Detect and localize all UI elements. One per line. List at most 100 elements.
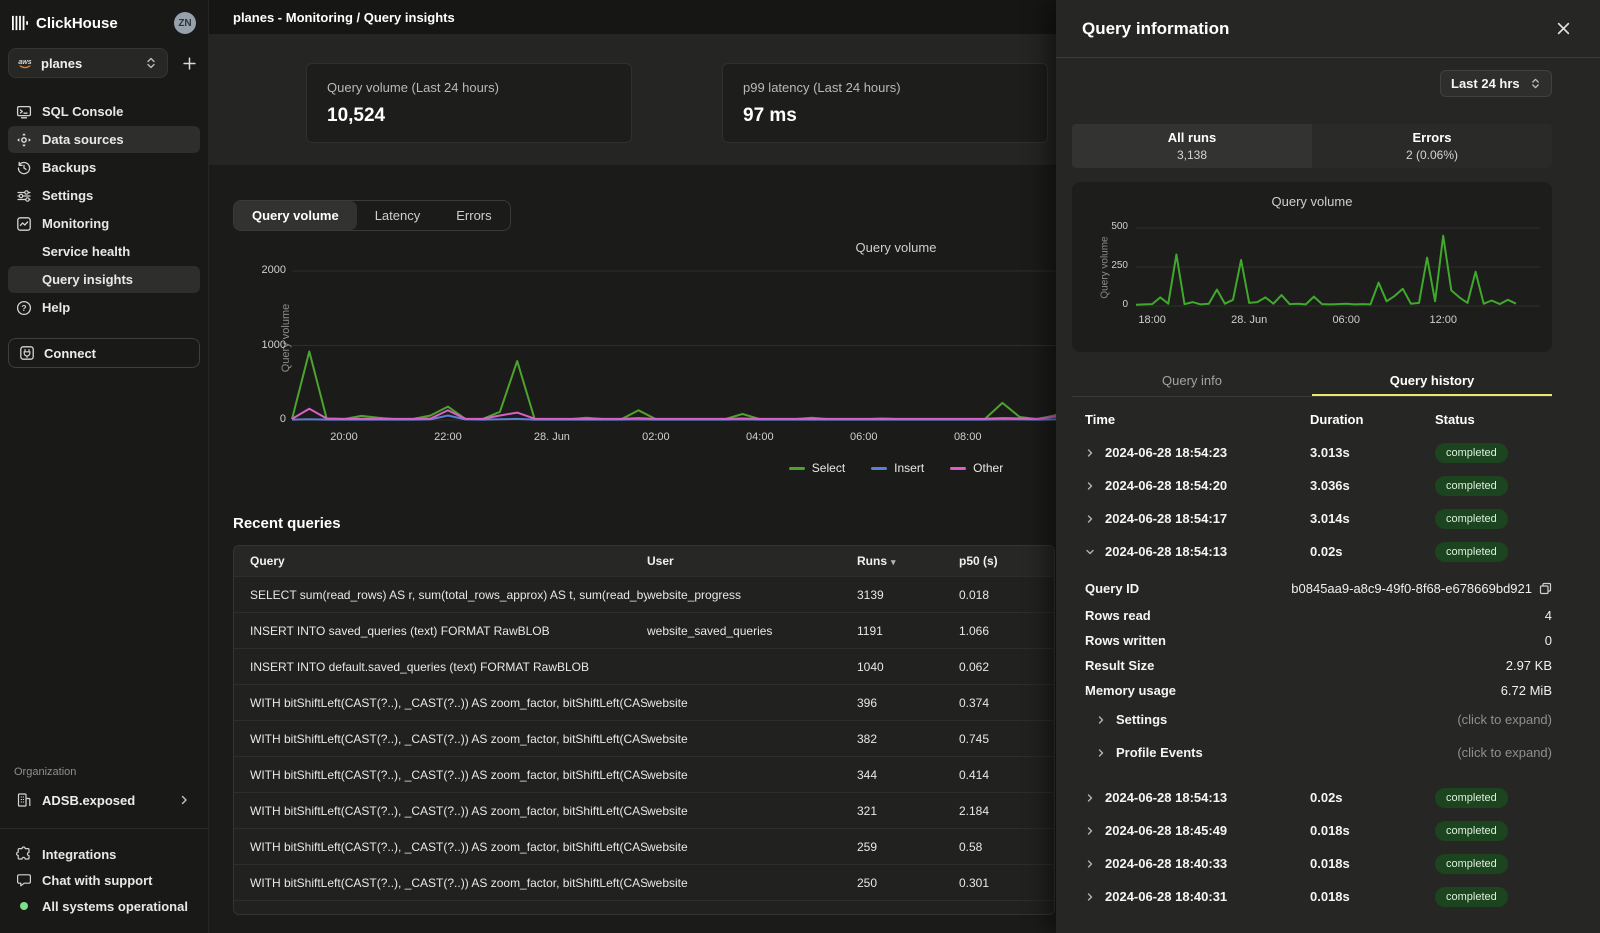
table-row[interactable]: WITH bitShiftLeft(CAST(?..), _CAST(?..))…	[234, 792, 1054, 828]
time-range-select[interactable]: Last 24 hrs	[1440, 70, 1552, 97]
detail-field: Memory usage 6.72 MiB	[1056, 678, 1600, 703]
expandable-label: Settings	[1116, 712, 1168, 727]
aws-icon: aws	[17, 55, 33, 71]
table-row[interactable]: WITH bitShiftLeft(CAST(?..), _CAST(?..))…	[234, 720, 1054, 756]
detail-value: b0845aa9-a8c9-49f0-8f68-e678669bd921	[1235, 581, 1552, 596]
sidebar-item-label: Settings	[42, 188, 94, 203]
chevron-right-icon[interactable]	[1085, 859, 1105, 869]
sidebar-item-settings[interactable]: Settings	[8, 182, 200, 209]
stat-card-p99-latency: p99 latency (Last 24 hours) 97 ms	[722, 63, 1048, 143]
help-icon: ?	[16, 300, 32, 316]
history-time: 2024-06-28 18:40:33	[1105, 856, 1228, 871]
chevron-right-icon[interactable]	[1085, 514, 1105, 524]
table-row-partial	[234, 900, 1054, 914]
history-row[interactable]: 2024-06-28 18:54:17 3.014s completed	[1056, 502, 1600, 535]
add-service-button[interactable]	[178, 52, 200, 74]
runs-cell: 344	[857, 767, 878, 782]
tab-latency[interactable]: Latency	[374, 208, 421, 223]
sidebar-item-help[interactable]: ? Help	[8, 294, 200, 321]
chevron-right-icon[interactable]	[1085, 826, 1105, 836]
sidebar-item-monitoring[interactable]: Monitoring	[8, 210, 200, 237]
runs-cell: 259	[857, 839, 878, 854]
query-cell: WITH bitShiftLeft(CAST(?..), _CAST(?..))…	[250, 695, 647, 710]
table-row[interactable]: INSERT INTO saved_queries (text) FORMAT …	[234, 612, 1054, 648]
column-header-user: User	[647, 554, 674, 568]
sql-console-icon	[16, 104, 32, 120]
legend-item-select[interactable]: Select	[788, 461, 845, 475]
query-cell: WITH bitShiftLeft(CAST(?..), _CAST(?..))…	[250, 839, 647, 854]
panel-header: Query information	[1056, 0, 1600, 58]
breadcrumb: planes - Monitoring / Query insights	[233, 9, 455, 25]
table-row[interactable]: WITH bitShiftLeft(CAST(?..), _CAST(?..))…	[234, 864, 1054, 900]
query-cell: WITH bitShiftLeft(CAST(?..), _CAST(?..))…	[250, 875, 647, 890]
table-row[interactable]: INSERT INTO default.saved_queries (text)…	[234, 648, 1054, 684]
table-row[interactable]: WITH bitShiftLeft(CAST(?..), _CAST(?..))…	[234, 756, 1054, 792]
organization-switcher[interactable]: ADSB.exposed	[8, 786, 200, 814]
sidebar-item-backups[interactable]: Backups	[8, 154, 200, 181]
history-row[interactable]: 2024-06-28 18:45:49 0.018s completed	[1056, 814, 1600, 847]
tab-query-history[interactable]: Query history	[1312, 368, 1552, 396]
history-detail: Query ID b0845aa9-a8c9-49f0-8f68-e678669b…	[1056, 568, 1600, 781]
history-time: 2024-06-28 18:40:31	[1105, 889, 1228, 904]
tab-errors[interactable]: Errors	[456, 208, 492, 223]
table-row[interactable]: SELECT sum(read_rows) AS r, sum(total_ro…	[234, 576, 1054, 612]
expandable-section[interactable]: Settings (click to expand)	[1056, 703, 1600, 736]
column-header-runs[interactable]: Runs ▾	[857, 554, 896, 568]
history-row[interactable]: 2024-06-28 18:54:13 0.02s completed	[1056, 781, 1600, 814]
legend-marker-icon	[788, 466, 805, 470]
sidebar-item-chat-support[interactable]: Chat with support	[8, 867, 200, 893]
history-row[interactable]: 2024-06-28 18:40:33 0.018s completed	[1056, 847, 1600, 880]
segment-all-runs[interactable]: All runs 3,138	[1072, 124, 1312, 168]
organization-label: Organization	[14, 766, 77, 778]
history-time: 2024-06-28 18:54:20	[1105, 478, 1228, 493]
status-badge: completed	[1435, 820, 1508, 841]
p50-cell: 0.745	[959, 731, 990, 746]
history-duration: 0.018s	[1310, 823, 1350, 838]
sidebar-item-sql-console[interactable]: SQL Console	[8, 98, 200, 125]
stats-band: Query volume (Last 24 hours) 10,524 p99 …	[209, 35, 1056, 165]
segment-errors[interactable]: Errors 2 (0.06%)	[1312, 124, 1552, 168]
chevron-right-icon[interactable]	[1085, 481, 1105, 491]
system-status[interactable]: All systems operational	[8, 893, 200, 919]
history-row[interactable]: 2024-06-28 18:54:20 3.036s completed	[1056, 469, 1600, 502]
svg-text:aws: aws	[18, 59, 31, 66]
status-badge: completed	[1435, 475, 1508, 496]
connect-button[interactable]: Connect	[8, 338, 200, 368]
history-row[interactable]: 2024-06-28 18:54:13 0.02s completed	[1056, 535, 1600, 568]
sidebar-item-query-insights[interactable]: Query insights	[8, 266, 200, 293]
history-row[interactable]: 2024-06-28 18:54:23 3.013s completed	[1056, 436, 1600, 469]
history-time: 2024-06-28 18:45:49	[1105, 823, 1228, 838]
column-header-time: Time	[1085, 412, 1116, 427]
chart-tabs: Query volume Latency Errors	[233, 200, 511, 231]
chevron-right-icon[interactable]	[1085, 448, 1105, 458]
table-row[interactable]: WITH bitShiftLeft(CAST(?..), _CAST(?..))…	[234, 684, 1054, 720]
copy-icon[interactable]	[1539, 582, 1552, 595]
history-duration: 0.02s	[1310, 790, 1343, 805]
expandable-section[interactable]: Profile Events (click to expand)	[1056, 736, 1600, 769]
sidebar-item-label: Data sources	[42, 132, 124, 147]
segment-value: 3,138	[1176, 148, 1208, 162]
close-icon[interactable]	[1552, 18, 1574, 40]
chevron-right-icon[interactable]	[1085, 793, 1105, 803]
legend-label: Insert	[894, 461, 925, 475]
sidebar-item-data-sources[interactable]: Data sources	[8, 126, 200, 153]
tab-query-info[interactable]: Query info	[1162, 373, 1222, 388]
chevron-right-icon[interactable]	[1085, 892, 1105, 902]
table-row[interactable]: WITH bitShiftLeft(CAST(?..), _CAST(?..))…	[234, 828, 1054, 864]
chart-legend: Select Insert Other	[246, 461, 1056, 475]
stat-label: Query volume (Last 24 hours)	[327, 80, 499, 95]
legend-item-insert[interactable]: Insert	[871, 461, 924, 475]
sidebar-item-integrations[interactable]: Integrations	[8, 841, 200, 867]
history-row[interactable]: 2024-06-28 18:40:31 0.018s completed	[1056, 880, 1600, 913]
sidebar-item-service-health[interactable]: Service health	[8, 238, 200, 265]
legend-item-other[interactable]: Other	[950, 461, 1003, 475]
tab-query-volume[interactable]: Query volume	[234, 201, 357, 230]
service-selector[interactable]: aws planes	[8, 48, 168, 78]
user-avatar[interactable]: ZN	[174, 12, 196, 34]
data-sources-icon	[16, 132, 32, 148]
history-status: completed	[1435, 886, 1575, 907]
clickhouse-logo-icon	[12, 15, 28, 31]
chevron-down-icon[interactable]	[1085, 547, 1105, 557]
runs-cell: 321	[857, 803, 878, 818]
stat-label: p99 latency (Last 24 hours)	[743, 80, 901, 95]
